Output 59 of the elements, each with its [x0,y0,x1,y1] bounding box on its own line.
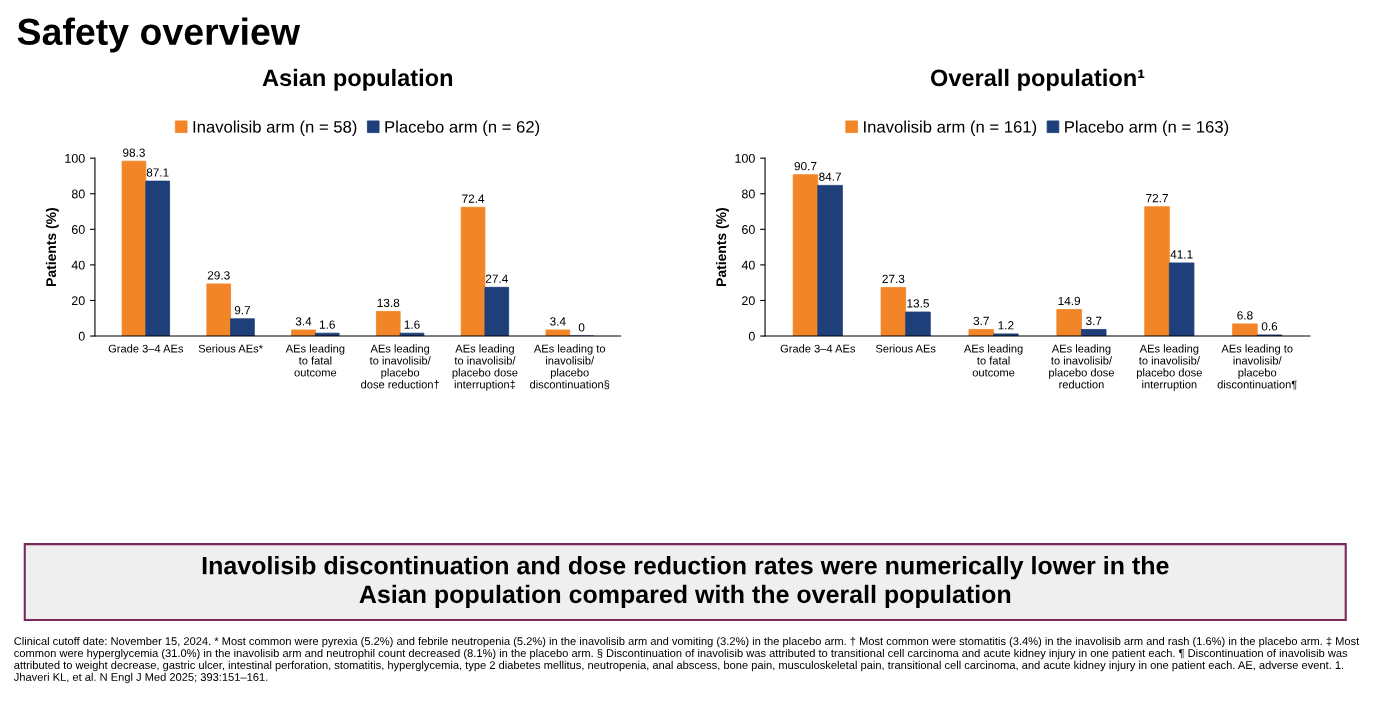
y-tick-label: 0 [748,331,755,341]
y-tick-label: 40 [741,260,755,270]
data-label: 3.7 [1086,316,1102,326]
y-axis-title: Patients (%) [715,208,729,286]
data-label: 13.5 [907,299,929,308]
y-tick-label: 100 [65,153,85,163]
x-tick-label: Serious AEs* [198,344,263,353]
data-label: 84.7 [819,172,841,181]
chart-title: Overall population¹ [930,68,1145,91]
y-tick-label: 80 [71,189,85,199]
data-label: 72.7 [1146,193,1168,203]
y-tick-label: 60 [742,225,755,234]
data-label: 9.7 [234,306,251,315]
data-label: 27.3 [882,274,905,284]
x-tick-label: Serious AEs [875,344,936,353]
data-label: 0 [578,323,585,332]
x-tick-label: AEs leading to inavolisib/ placebo dose interruption [1137,344,1202,391]
data-label: 27.4 [485,274,508,283]
chart-title: Asian population [262,68,453,91]
y-tick-label: 100 [735,153,755,163]
data-label: 87.1 [146,168,169,177]
data-label: 3.4 [295,317,312,326]
data-label: 14.9 [1058,296,1081,306]
x-tick-label: Grade 3–4 AEs [780,344,856,353]
text: Clinical cutoff date: November 15, 2024. * Most common were pyrexia (5.2%) and febrile neutropenia (5.2%) in the inavolisib arm and vomiting (3.2%) in the placebo arm. † Most common were stomatitis (3.4%) in the inavolisib arm and rash (1.6%) in the placebo arm. ‡ Most common were hyperglycemia (31.0%) in the inavolisib arm and neutrophil count decreased (8.1%) in the placebo arm. § Discontinuation of inavolisib was attributed to transitional cell carcinoma and acute kidney injury in one patient each. ¶ Discontinuation of inavolisib was attributed to weight decrease, gastric ulcer, intestinal perforation, stomatitis, hyperglycemia, type 2 diabetes mellitus, neutropenia, anal abscess, bone pain, musculoskeletal pain, transitional cell carcinoma, and acute kidney injury in one patient each. AE, adverse event. 1. Jhaveri KL, et al. N Engl J Med 2025; 393:151–161. [13,636,1360,684]
y-tick-label: 40 [71,260,85,270]
y-tick-label: 20 [742,296,755,306]
y-tick-label: 20 [71,296,85,306]
y-tick-label: 0 [78,331,85,341]
y-tick-label: 60 [71,225,85,234]
data-label: 1.6 [319,320,335,329]
data-label: 13.8 [377,298,400,308]
data-label: 29.3 [207,271,230,280]
data-label: 3.4 [550,317,566,326]
x-tick-label: AEs leading to inavolisib/ placebo dose reduction [1049,344,1115,389]
x-tick-label: AEs leading to inavolisib/ placebo dose reduction† [361,344,439,390]
text: Inavolisib discontinuation and dose reduction rates were numerically lower in the Asian population compared with the overall population [202,556,1169,609]
text: Safety overview [17,17,301,53]
data-label: 0.6 [1261,322,1278,331]
x-tick-label: AEs leading to inavolisib/ placebo discontinuation§ [530,344,610,390]
data-label: 1.2 [998,321,1014,330]
legend-label: Placebo arm (n = 163) [1065,120,1229,137]
legend-label: Inavolisib arm (n = 161) [864,120,1037,137]
data-label: 72.4 [462,194,485,203]
y-axis-title: Patients (%) [45,208,59,286]
x-tick-label: AEs leading to fatal outcome [963,344,1023,377]
legend-label: Placebo arm (n = 62) [385,120,540,137]
y-tick-label: 80 [741,189,755,199]
data-label: 1.6 [404,320,420,329]
x-tick-label: Grade 3–4 AEs [108,344,184,353]
data-label: 3.7 [973,316,989,326]
data-label: 6.8 [1237,311,1253,320]
x-tick-label: AEs leading to inavolisib/ placebo discontinuation¶ [1217,344,1297,390]
data-label: 98.3 [123,148,145,157]
legend-label: Inavolisib arm (n = 58) [193,120,357,137]
data-label: 41.1 [1170,250,1193,259]
x-tick-label: AEs leading to fatal outcome [285,344,345,377]
data-label: 90.7 [794,161,817,171]
x-tick-label: AEs leading to inavolisib/ placebo dose interruption‡ [452,344,518,391]
